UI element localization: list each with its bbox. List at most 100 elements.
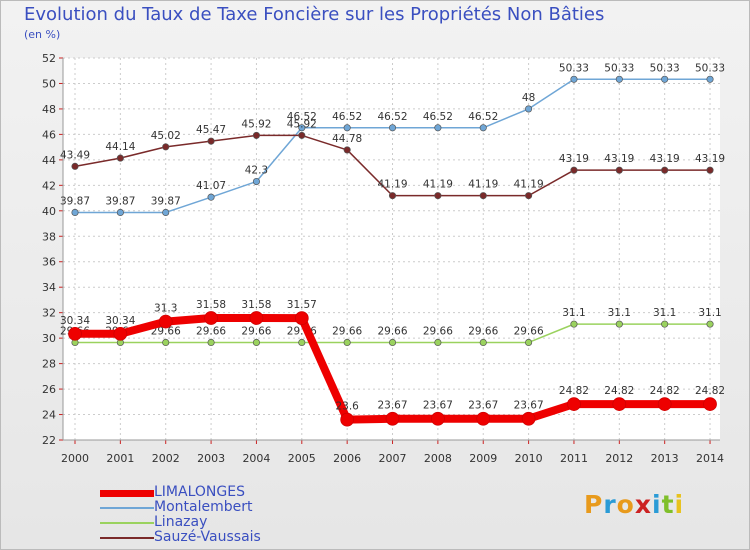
data-point-sauz-vaussais [116,154,124,162]
x-tick-label: 2010 [515,452,543,465]
proxiti-logo: Proxiti [584,490,684,519]
data-point-linazay [162,338,170,347]
y-tick-label: 42 [42,179,56,192]
data-label-montalembert: 46.52 [287,111,317,123]
data-point-linazay [207,338,215,347]
data-point-montalembert [479,124,487,132]
x-tick-label: 2009 [469,452,497,465]
data-label-limalonges: 31.58 [196,299,226,311]
data-label-sauz-vaussais: 43.19 [559,153,589,165]
logo-letter: r [603,490,617,519]
data-label-montalembert: 46.52 [423,111,453,123]
x-tick-label: 2003 [197,452,225,465]
y-tick-label: 32 [42,307,56,320]
y-tick-label: 30 [42,332,56,345]
data-label-limalonges: 30.34 [105,315,135,327]
data-label-montalembert: 50.33 [695,62,725,74]
data-point-limalonges [204,311,218,325]
legend-item-sauze-vaussais: Sauzé-Vaussais [100,529,300,546]
y-tick-label: 26 [42,383,56,396]
legend-swatch-linazay [100,522,154,524]
data-point-montalembert [525,105,533,113]
data-label-sauz-vaussais: 44.78 [332,133,362,145]
legend-swatch-sauze-vaussais [100,537,154,539]
legend-label-sauze-vaussais: Sauzé-Vaussais [154,529,261,545]
x-tick-label: 2004 [242,452,270,465]
data-point-linazay [252,338,260,347]
data-point-linazay [615,320,623,328]
data-label-montalembert: 39.87 [60,195,90,207]
data-label-montalembert: 46.52 [468,111,498,123]
data-label-sauz-vaussais: 44.14 [105,141,135,153]
data-point-limalonges [385,411,400,426]
data-point-sauz-vaussais [434,192,442,200]
legend-item-linazay: Linazay [100,514,300,531]
data-point-linazay [298,338,306,347]
data-label-montalembert: 41.07 [196,180,226,192]
data-label-linazay: 29.66 [332,325,362,337]
x-tick-label: 2005 [288,452,316,465]
legend-label-limalonges: LIMALONGES [154,484,245,500]
data-point-sauz-vaussais [570,166,578,174]
data-point-sauz-vaussais [479,192,487,200]
data-label-limalonges: 24.82 [695,385,725,397]
data-point-montalembert [162,208,170,217]
data-label-sauz-vaussais: 43.19 [604,153,634,165]
data-point-sauz-vaussais [388,192,397,200]
data-point-linazay [706,320,714,328]
data-label-limalonges: 23.67 [468,400,498,412]
y-tick-label: 24 [42,409,56,422]
data-label-montalembert: 50.33 [559,62,589,74]
x-tick-label: 2012 [605,452,633,465]
data-label-limalonges: 23.67 [514,400,544,412]
data-label-linazay: 29.66 [514,325,544,337]
data-point-linazay [388,338,397,347]
data-label-linazay: 29.66 [377,325,407,337]
data-label-sauz-vaussais: 41.19 [423,179,453,191]
data-label-montalembert: 46.52 [332,111,362,123]
data-label-sauz-vaussais: 45.02 [151,130,181,142]
legend-item-limalonges: LIMALONGES [100,484,300,501]
data-label-linazay: 29.66 [468,325,498,337]
y-tick-label: 46 [42,128,56,141]
x-tick-label: 2008 [424,452,452,465]
plot-area [63,58,720,440]
data-point-linazay [525,338,533,347]
data-label-sauz-vaussais: 43.49 [60,149,90,161]
data-point-linazay [343,338,351,347]
data-point-limalonges [476,411,491,426]
data-label-montalembert: 46.52 [377,111,407,123]
data-point-sauz-vaussais [661,166,669,174]
data-label-limalonges: 31.3 [154,303,177,315]
logo-letter: o [616,490,635,519]
data-point-limalonges [657,397,672,411]
x-tick-label: 2006 [333,452,361,465]
data-label-limalonges: 24.82 [604,385,634,397]
data-point-montalembert [706,75,714,83]
legend: LIMALONGES Montalembert Linazay Sauzé-Va… [100,484,300,546]
data-label-linazay: 29.66 [151,325,181,337]
data-point-montalembert [661,75,669,83]
x-tick-label: 2014 [696,452,724,465]
logo-letter: x [634,490,652,519]
legend-label-montalembert: Montalembert [154,499,253,515]
data-label-sauz-vaussais: 41.19 [514,179,544,191]
data-label-sauz-vaussais: 45.92 [287,118,317,130]
data-label-linazay: 31.1 [608,307,631,319]
data-label-limalonges: 23.6 [335,401,359,413]
data-point-montalembert [570,75,578,83]
data-point-limalonges [68,326,82,341]
data-label-linazay: 31.1 [653,307,676,319]
data-label-limalonges: 24.82 [559,385,589,397]
x-tick-label: 2007 [379,452,407,465]
y-tick-label: 44 [42,154,56,167]
data-point-limalonges [567,397,581,411]
data-label-sauz-vaussais: 43.19 [650,153,680,165]
data-point-limalonges [249,311,264,325]
data-label-sauz-vaussais: 43.19 [695,153,725,165]
data-label-linazay: 29.66 [241,325,271,337]
data-point-montalembert [343,124,351,132]
data-label-montalembert: 48 [522,92,535,104]
data-label-limalonges: 24.82 [650,385,680,397]
